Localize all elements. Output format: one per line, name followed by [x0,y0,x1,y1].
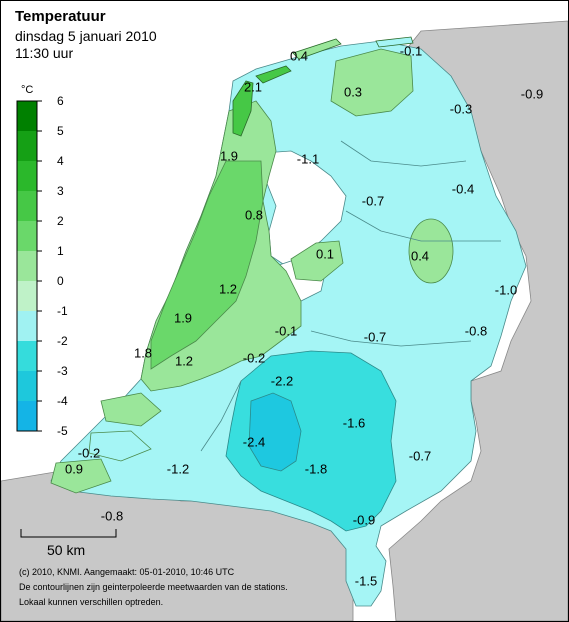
station-temperature-label: 1.2 [218,281,238,297]
legend-swatch [17,251,37,281]
legend-tick-label: 2 [57,214,64,228]
station-temperature-label: -2.2 [270,373,294,389]
legend-tick-label: 5 [57,124,64,138]
station-temperature-label: -1.2 [166,461,190,477]
station-temperature-label: -0.4 [451,181,475,197]
north-warm-patch [330,48,414,117]
legend-swatch [17,401,37,431]
map-date: dinsdag 5 januari 2010 [15,28,157,44]
legend-tick-label: -2 [57,334,68,348]
station-temperature-label: 0.9 [64,461,84,477]
legend-swatch [17,131,37,161]
station-temperature-label: 0.1 [315,246,335,262]
credit-line-1: (c) 2010, KNMI. Aangemaakt: 05-01-2010, … [19,567,235,577]
east-warm-patch [408,218,454,284]
station-temperature-label: 0.4 [410,248,430,264]
flevoland-warm-patch [290,240,344,282]
station-temperature-label: 1.9 [173,310,193,326]
legend-swatch [17,371,37,401]
station-temperature-label: -0.9 [352,512,376,528]
station-temperature-label: -0.3 [449,101,473,117]
terschelling-island [292,38,342,60]
station-temperature-label: -0.7 [361,193,385,209]
scale-bar-label: 50 km [47,542,86,558]
station-temperature-label: 1.8 [133,345,153,361]
station-temperature-label: 1.2 [174,353,194,369]
legend-swatch [17,281,37,311]
legend-tick-label: -1 [57,304,68,318]
south-colder-zone [248,392,302,472]
station-temperature-label: 1.9 [219,148,239,164]
legend-tick-label: -4 [57,394,68,408]
station-temperature-label: -1.5 [354,573,378,589]
legend-tick-label: 6 [57,94,64,108]
station-temperature-label: -0.2 [242,350,266,366]
station-temperature-label: -2.4 [242,434,266,450]
legend-unit: °C [21,84,34,96]
legend-tick-label: 4 [57,154,64,168]
west-warmer-zone [150,160,264,370]
texel-island [232,80,254,137]
legend-swatch [17,191,37,221]
station-temperature-label: -0.1 [274,323,298,339]
legend-tick-label: 0 [57,274,64,288]
zeeland-island-1 [100,392,162,427]
map-title: Temperatuur [15,8,106,25]
station-temperature-label: -1.0 [494,282,518,298]
scale-bar-line [20,529,117,538]
credit-line-3: Lokaal kunnen verschillen optreden. [19,597,164,607]
legend-tick-label: 3 [57,184,64,198]
legend-swatch [17,221,37,251]
legend-swatch [17,311,37,341]
zeeland-island-3 [50,458,112,494]
vlieland-island [255,65,292,84]
station-temperature-label: -0.8 [100,508,124,524]
ameland-island [375,36,414,48]
legend-tick-label: 1 [57,244,64,258]
station-temperature-label: -0.7 [408,448,432,464]
map-time: 11:30 uur [15,45,74,61]
legend-bar [16,100,42,432]
legend-frame [16,100,38,432]
legend-swatch [17,341,37,371]
station-temperature-label: 0.4 [289,48,309,64]
station-temperature-label: 2.1 [243,79,263,95]
legend-swatch [17,101,37,131]
station-temperature-label: -1.8 [304,461,328,477]
station-temperature-label: 0.8 [244,207,264,223]
station-temperature-label: -1.1 [296,151,320,167]
station-temperature-label: 0.3 [343,84,363,100]
legend-tick-label: -3 [57,364,68,378]
station-temperature-label: -0.7 [363,329,387,345]
legend-tick-label: -5 [57,424,68,438]
station-temperature-label: -0.8 [464,323,488,339]
station-temperature-label: -0.2 [77,445,101,461]
credit-line-2: De contourlijnen zijn geinterpoleerde me… [19,582,288,592]
legend-swatch [17,161,37,191]
station-temperature-label: -0.1 [399,43,423,59]
zeeland-island-2 [88,430,152,462]
station-temperature-label: -0.9 [520,86,544,102]
station-temperature-label: -1.6 [342,415,366,431]
